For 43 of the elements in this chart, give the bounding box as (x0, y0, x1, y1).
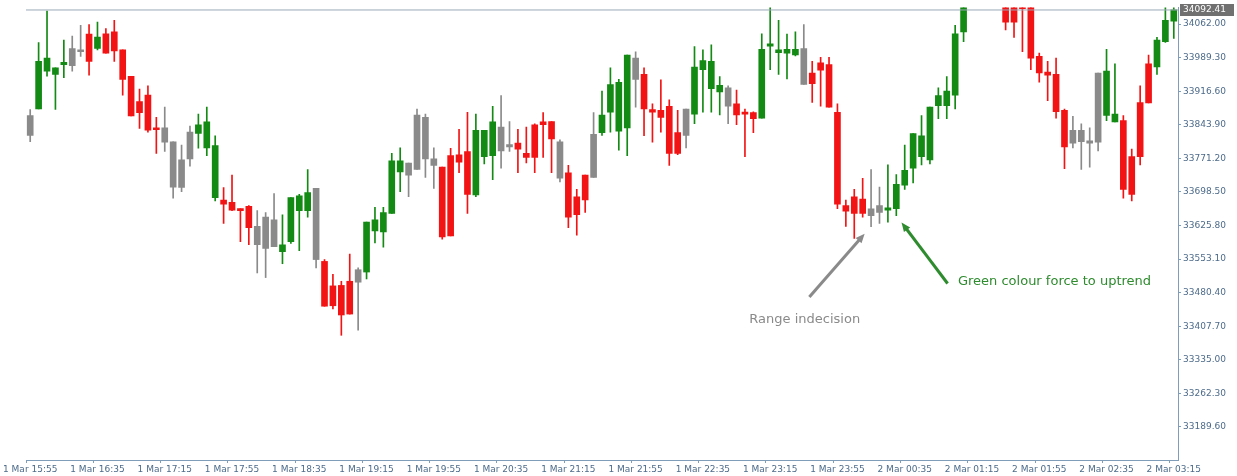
x-tick-label: 1 Mar 23:55 (810, 463, 865, 474)
y-tick-label: 33262.30 (1183, 387, 1227, 398)
x-tick-label: 1 Mar 15:55 (3, 463, 58, 474)
candlestick (766, 7, 774, 71)
x-tick-label: 1 Mar 20:35 (473, 463, 529, 474)
y-tick-label: 33771.20 (1183, 152, 1227, 163)
x-tick-label: 1 Mar 19:15 (339, 463, 394, 474)
x-tick-label: 2 Mar 00:35 (877, 463, 932, 474)
x-tick-label: 2 Mar 01:55 (1012, 463, 1067, 474)
y-tick-label: 33189.60 (1183, 421, 1227, 432)
y-tick-label: 33553.10 (1183, 253, 1227, 264)
candlestick (430, 147, 438, 189)
x-tick-label: 1 Mar 17:15 (137, 463, 192, 474)
ref-line-label: 34092.41 (1183, 4, 1226, 15)
x-tick-label: 1 Mar 17:55 (204, 463, 260, 474)
candlestick (354, 267, 362, 331)
y-tick-label: 33916.60 (1183, 85, 1227, 96)
x-tick-label: 1 Mar 23:15 (742, 463, 798, 474)
x-tick-label: 1 Mar 16:35 (70, 463, 125, 474)
candlestick (808, 61, 816, 103)
x-tick-label: 1 Mar 22:35 (675, 463, 731, 474)
candlestick (514, 129, 522, 174)
x-tick-label: 2 Mar 02:35 (1079, 463, 1134, 474)
y-tick-label: 34062.00 (1183, 18, 1227, 29)
y-tick-label: 33480.40 (1183, 286, 1227, 297)
annotation: Range indecision (749, 311, 861, 327)
annotation: Green colour force to uptrend (957, 272, 1152, 288)
y-tick-label: 33989.30 (1183, 51, 1227, 62)
candlestick (867, 169, 875, 228)
candlestick (657, 79, 665, 133)
x-tick-label: 2 Mar 03:15 (1146, 463, 1201, 474)
x-tick-label: 1 Mar 21:15 (541, 463, 596, 474)
y-tick-label: 33843.90 (1183, 119, 1227, 130)
y-tick-label: 33698.50 (1183, 186, 1227, 197)
x-tick-label: 1 Mar 19:55 (406, 463, 462, 474)
x-tick-label: 1 Mar 21:55 (608, 463, 663, 474)
candlestick (699, 49, 707, 113)
y-tick-label: 33407.70 (1183, 320, 1227, 331)
candlestick (60, 39, 68, 78)
y-tick-label: 33625.80 (1183, 219, 1227, 230)
x-tick-label: 1 Mar 18:35 (272, 463, 327, 474)
x-tick-label: 2 Mar 01:15 (944, 463, 1000, 474)
y-tick-label: 33335.00 (1183, 354, 1227, 365)
